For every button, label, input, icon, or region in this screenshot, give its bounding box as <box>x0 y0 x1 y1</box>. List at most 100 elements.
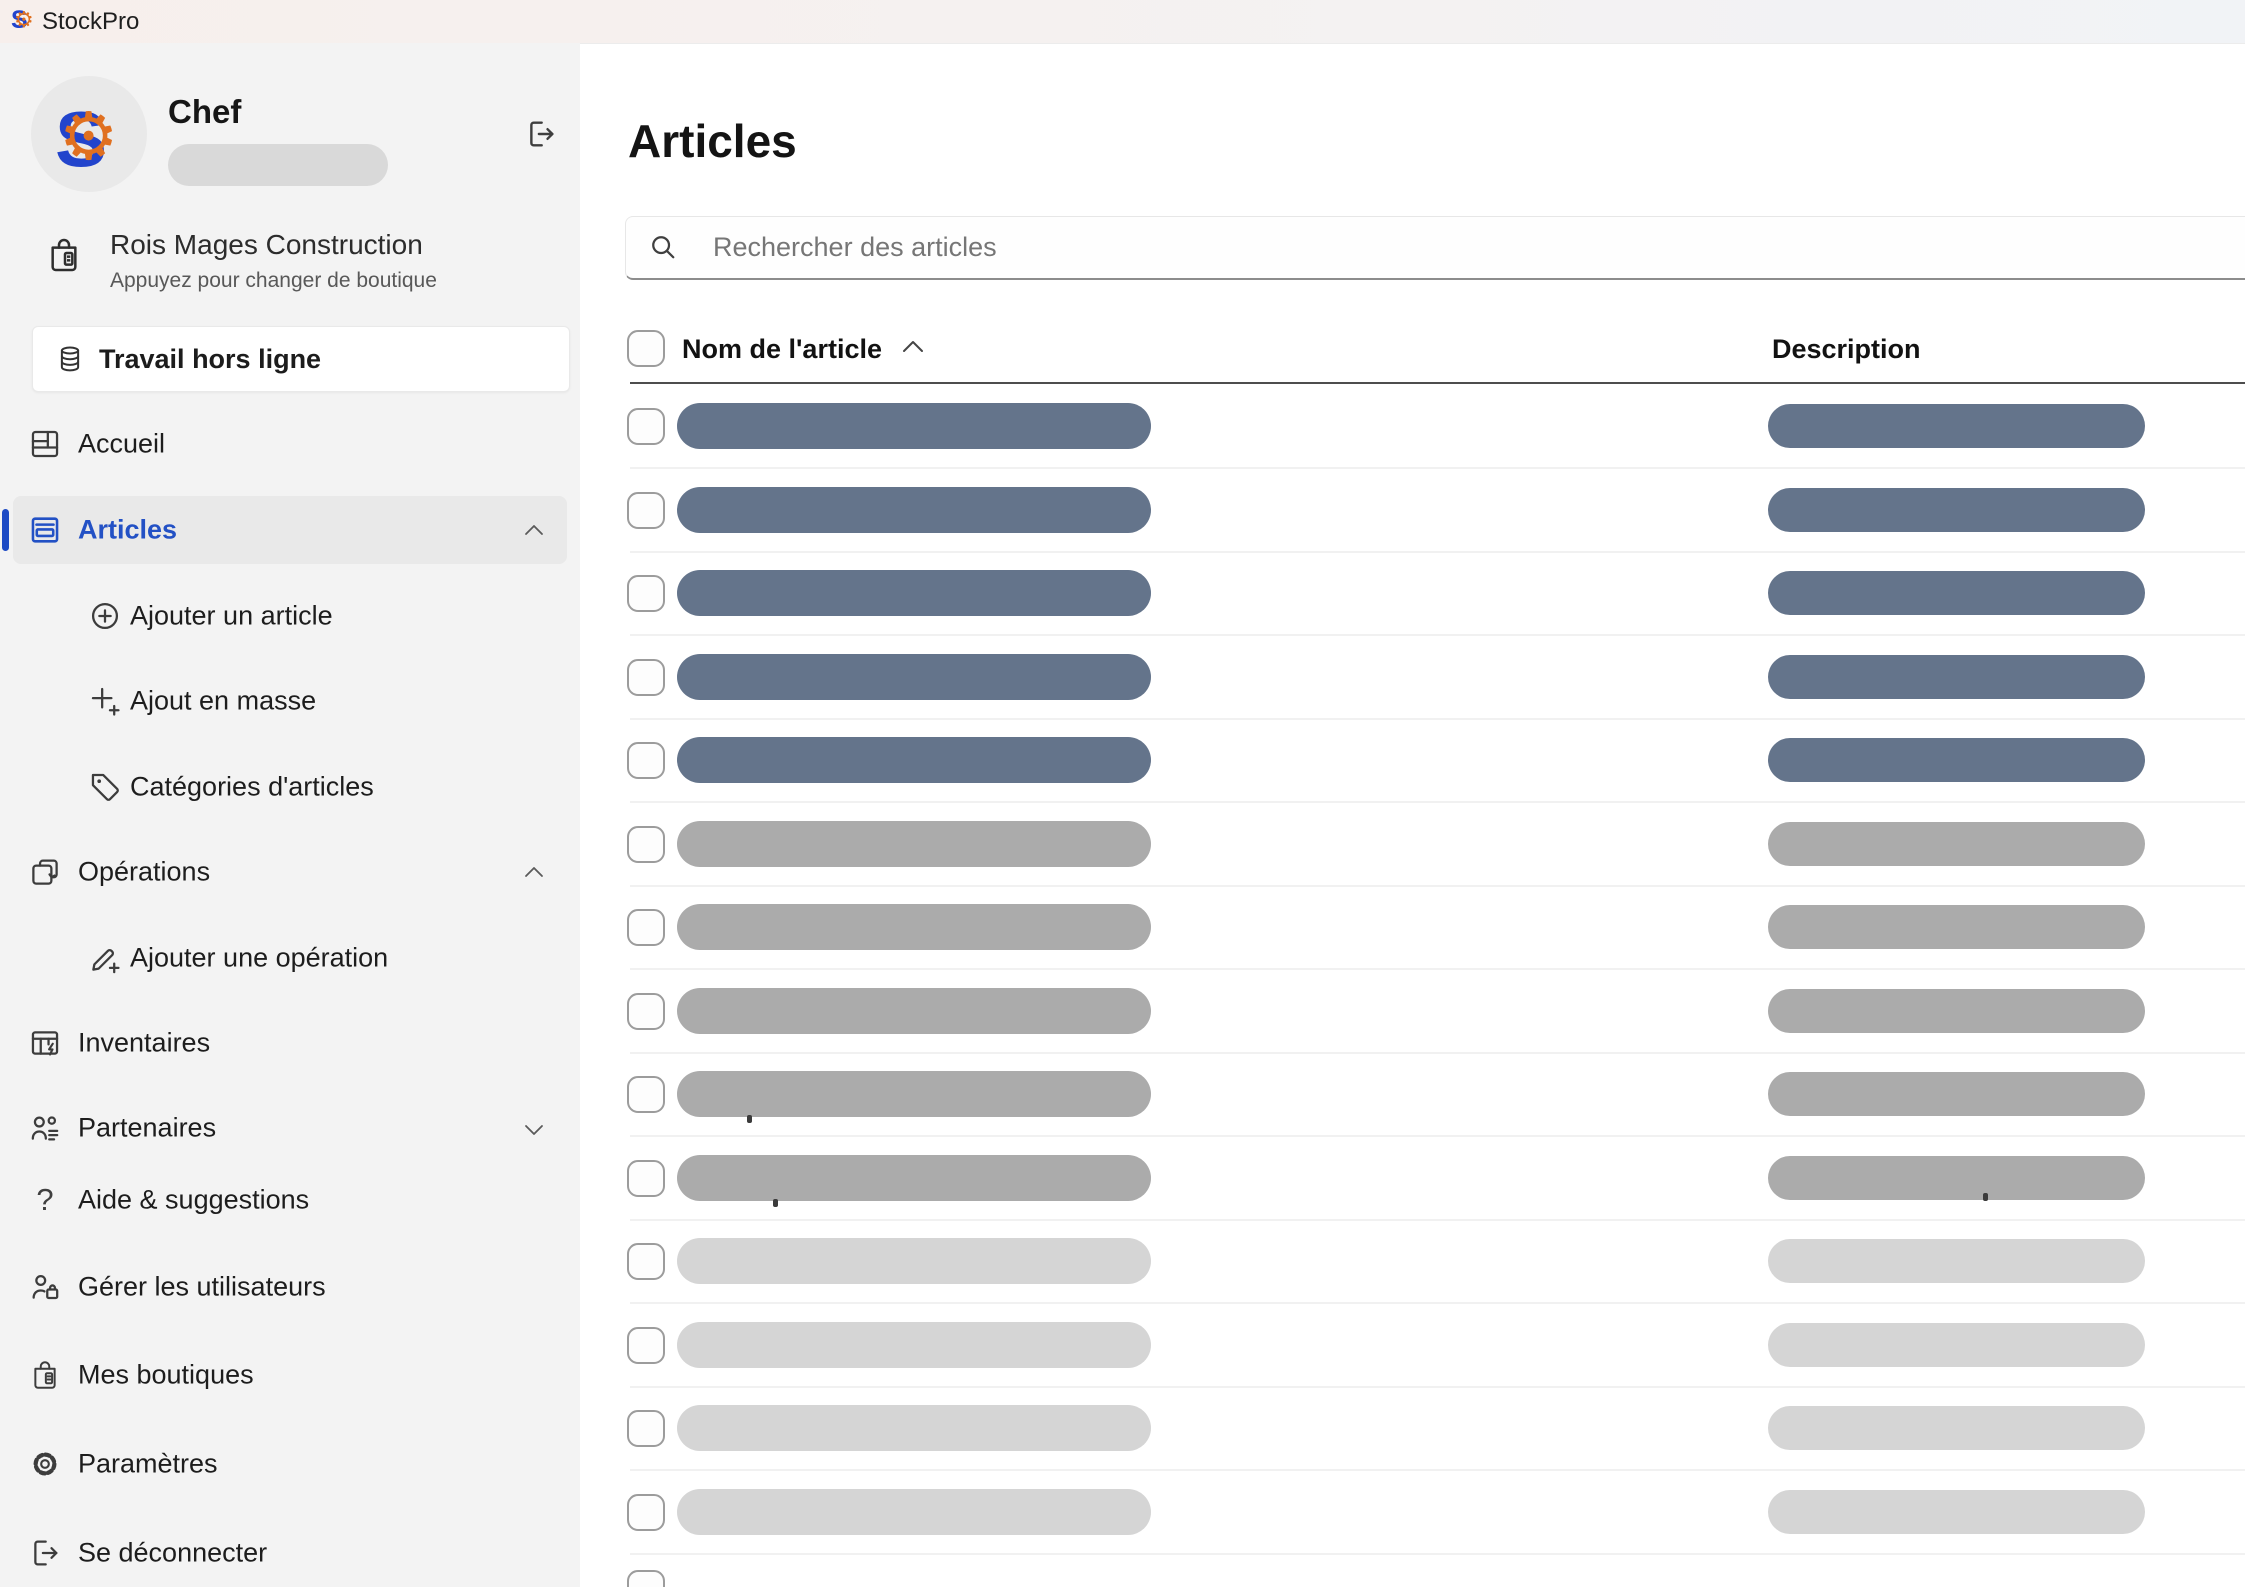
sidebar-item-label: Inventaires <box>78 1027 211 1058</box>
sidebar-item-label: Mes boutiques <box>78 1359 254 1390</box>
skeleton-name-bar <box>677 403 1151 449</box>
sidebar-item-inventaires[interactable]: Inventaires <box>0 1008 580 1078</box>
sidebar-item-aide[interactable]: ? Aide & suggestions <box>0 1165 580 1235</box>
skeleton-name-bar <box>677 570 1151 616</box>
skeleton-name-bar <box>677 1071 1151 1117</box>
row-divider <box>630 551 2245 553</box>
sidebar-item-categories[interactable]: Catégories d'articles <box>0 752 580 822</box>
sidebar-item-utilisateurs[interactable]: Gérer les utilisateurs <box>0 1252 580 1322</box>
sidebar-item-label: Opérations <box>78 856 211 887</box>
skeleton-name-bar <box>677 1322 1151 1368</box>
row-divider <box>630 968 2245 970</box>
active-item-background <box>13 496 567 564</box>
skeleton-description-bar <box>1768 1490 2145 1534</box>
table-header-divider <box>630 382 2245 384</box>
sidebar-item-articles[interactable]: Articles <box>0 495 580 565</box>
row-checkbox[interactable] <box>627 1327 665 1364</box>
skeleton-description-bar <box>1768 1072 2145 1116</box>
skeleton-name-bar <box>677 988 1151 1034</box>
manage-users-icon <box>28 1270 62 1304</box>
row-divider <box>630 634 2245 636</box>
row-checkbox[interactable] <box>627 826 665 863</box>
sidebar-item-label: Paramètres <box>78 1448 218 1479</box>
logo-gear-glyph: ⚙ <box>59 99 119 173</box>
bulk-add-icon <box>88 684 122 718</box>
row-divider <box>630 1553 2245 1555</box>
skeleton-description-bar <box>1768 404 2145 448</box>
sidebar-item-parametres[interactable]: Paramètres <box>0 1429 580 1499</box>
app-title: StockPro <box>42 7 140 35</box>
row-checkbox[interactable] <box>627 1570 665 1587</box>
sidebar-item-ajouter-operation[interactable]: Ajouter une opération <box>0 923 580 993</box>
offline-mode-label: Travail hors ligne <box>99 343 322 374</box>
column-header-description: Description <box>1772 334 1921 364</box>
row-divider <box>630 1302 2245 1304</box>
skeleton-description-bar <box>1768 571 2145 615</box>
row-checkbox[interactable] <box>627 1243 665 1280</box>
column-header-name[interactable]: Nom de l'article <box>682 334 926 365</box>
chevron-up-icon[interactable] <box>522 861 546 885</box>
logo-s-glyph: S <box>55 95 108 183</box>
skeleton-description-bar <box>1768 1406 2145 1450</box>
circle-plus-icon <box>88 599 122 633</box>
gear-icon <box>28 1447 62 1481</box>
row-divider <box>630 801 2245 803</box>
sidebar-item-label: Ajouter une opération <box>130 942 389 973</box>
store-name: Rois Mages Construction <box>110 229 423 260</box>
articles-icon <box>28 513 62 547</box>
row-checkbox[interactable] <box>627 909 665 946</box>
home-grid-icon <box>28 427 62 461</box>
search-box <box>625 216 2245 280</box>
skeleton-name-bar <box>677 1405 1151 1451</box>
row-checkbox[interactable] <box>627 742 665 779</box>
row-checkbox[interactable] <box>627 1494 665 1531</box>
row-divider <box>630 1135 2245 1137</box>
select-all-checkbox[interactable] <box>627 330 665 367</box>
skeleton-name-bar <box>677 1489 1151 1535</box>
logout-icon[interactable] <box>524 117 558 151</box>
sidebar-item-label: Partenaires <box>78 1112 217 1143</box>
store-switcher[interactable]: Rois Mages Construction Appuyez pour cha… <box>0 223 580 303</box>
search-input[interactable] <box>625 216 2245 280</box>
sidebar-item-operations[interactable]: Opérations <box>0 837 580 907</box>
sidebar-item-ajouter-article[interactable]: Ajouter un article <box>0 581 580 651</box>
skeleton-description-bar <box>1768 989 2145 1033</box>
sort-ascending-icon <box>900 338 926 356</box>
chevron-down-icon[interactable] <box>522 1117 546 1141</box>
row-checkbox[interactable] <box>627 1160 665 1197</box>
sidebar-item-boutiques[interactable]: Mes boutiques <box>0 1340 580 1410</box>
add-operation-icon <box>88 941 122 975</box>
offline-mode-button[interactable]: Travail hors ligne <box>32 326 570 392</box>
chevron-up-icon[interactable] <box>522 519 546 543</box>
skeleton-description-bar <box>1768 1239 2145 1283</box>
row-checkbox[interactable] <box>627 575 665 612</box>
row-divider <box>630 1386 2245 1388</box>
skeleton-name-bar <box>677 904 1151 950</box>
sidebar-item-accueil[interactable]: Accueil <box>0 409 580 479</box>
skeleton-description-bar <box>1768 655 2145 699</box>
shop-bag-icon <box>28 1358 62 1392</box>
row-checkbox[interactable] <box>627 408 665 445</box>
row-checkbox[interactable] <box>627 1076 665 1113</box>
sidebar-item-deconnecter[interactable]: Se déconnecter <box>0 1518 580 1587</box>
sidebar-item-label: Se déconnecter <box>78 1537 268 1568</box>
skeleton-description-bar <box>1768 738 2145 782</box>
tag-icon <box>88 770 122 804</box>
row-checkbox[interactable] <box>627 1410 665 1447</box>
stockpro-logo-icon: S ⚙ <box>11 6 34 34</box>
row-checkbox[interactable] <box>627 993 665 1030</box>
sidebar-item-label: Accueil <box>78 428 166 459</box>
skeleton-name-bar <box>677 654 1151 700</box>
row-checkbox[interactable] <box>627 492 665 529</box>
skeleton-description-bar <box>1768 905 2145 949</box>
inventories-icon <box>28 1026 62 1060</box>
row-divider <box>630 467 2245 469</box>
sidebar: S ⚙ Chef Rois Mages Construction Appuyez… <box>0 43 580 1587</box>
sidebar-item-partenaires[interactable]: Partenaires <box>0 1093 580 1163</box>
loading-text-artifact <box>773 1199 778 1207</box>
sidebar-item-label: Articles <box>78 514 178 545</box>
row-checkbox[interactable] <box>627 659 665 696</box>
skeleton-description-bar <box>1768 1323 2145 1367</box>
sidebar-item-ajout-masse[interactable]: Ajout en masse <box>0 666 580 736</box>
